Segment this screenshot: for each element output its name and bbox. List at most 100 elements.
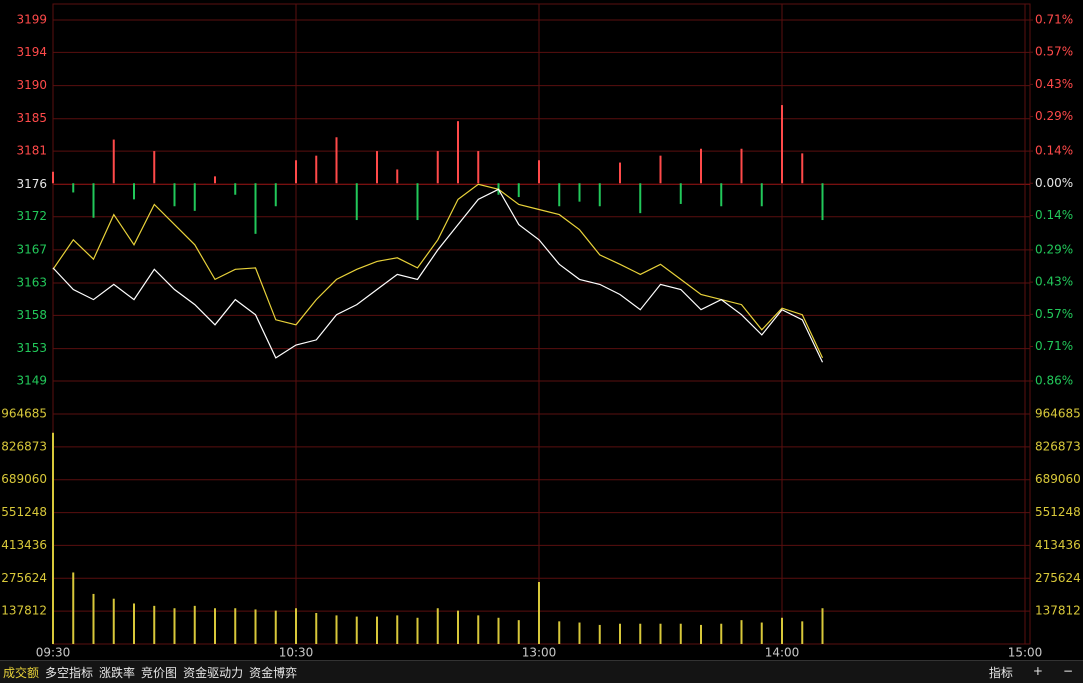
- tab[interactable]: 多空指标: [45, 665, 94, 680]
- bar: [781, 105, 783, 184]
- tab[interactable]: 指标: [988, 665, 1013, 680]
- bar: [700, 148, 702, 184]
- tab[interactable]: +: [1032, 663, 1043, 678]
- y2-tick-label: 0.57%: [1035, 45, 1073, 59]
- y-tick-label: 964685: [1035, 407, 1081, 421]
- y-tick-label: 826873: [1, 439, 47, 453]
- y2-tick-label: 0.71%: [1035, 339, 1073, 353]
- volume-bar: [92, 593, 95, 644]
- bar: [72, 183, 75, 193]
- bar: [52, 171, 54, 184]
- y-tick-label: 3176: [16, 177, 47, 191]
- y2-tick-label: 0.71%: [1035, 13, 1073, 27]
- bar: [295, 160, 297, 184]
- volume-bar: [153, 605, 156, 644]
- tab[interactable]: 资金驱动力: [183, 665, 244, 680]
- volume-bar: [558, 621, 561, 644]
- y-tick-label: 137812: [1035, 604, 1081, 618]
- bar: [639, 183, 642, 214]
- volume-bar: [355, 616, 358, 644]
- price-line: [52, 183, 824, 359]
- y-tick-label: 551248: [1035, 505, 1081, 519]
- y-tick-label: 3153: [16, 341, 47, 355]
- tab-tools: 指标 + −: [979, 664, 1083, 681]
- y-tick-label: 413436: [1035, 538, 1081, 552]
- volume-bar: [234, 608, 237, 644]
- volume-bar: [295, 608, 297, 644]
- tab[interactable]: 资金博弈: [249, 665, 298, 680]
- bar: [679, 183, 682, 204]
- tab[interactable]: 竞价图: [141, 665, 178, 680]
- volume-bar: [436, 608, 439, 644]
- bar: [416, 183, 419, 221]
- volume-bar: [679, 623, 682, 644]
- bar: [214, 176, 216, 184]
- y-tick-label: 3194: [16, 45, 47, 59]
- x-tick-label: 10:30: [279, 646, 314, 660]
- volume-bar: [659, 623, 662, 644]
- bar: [112, 139, 115, 184]
- bar: [720, 183, 723, 207]
- y-tick-label: 137812: [1, 604, 47, 618]
- y-tick-label: 689060: [1, 472, 47, 486]
- y-tick-label: 551248: [1, 505, 47, 519]
- y-tick-label: 3181: [16, 144, 47, 158]
- volume-bar: [740, 620, 743, 644]
- bar: [517, 183, 520, 198]
- y2-tick-label: 0.14%: [1035, 208, 1073, 222]
- tab[interactable]: 涨跌率: [99, 665, 136, 680]
- volume-bar: [598, 624, 601, 644]
- bar: [274, 183, 277, 207]
- volume-bar: [760, 622, 763, 644]
- bar: [396, 169, 399, 184]
- volume-bar: [538, 582, 540, 644]
- volume-bar: [193, 605, 196, 644]
- y2-tick-label: 0.43%: [1035, 275, 1073, 289]
- y-tick-label: 413436: [1, 538, 47, 552]
- y-tick-label: 689060: [1035, 472, 1081, 486]
- y2-tick-label: 0.57%: [1035, 307, 1073, 321]
- volume-bar: [477, 615, 480, 644]
- bar: [193, 183, 196, 211]
- volume-bar: [214, 608, 216, 644]
- tab[interactable]: 成交额: [3, 665, 40, 680]
- bar: [133, 183, 135, 200]
- bar: [578, 183, 581, 202]
- x-tick-label: 15:00: [1008, 646, 1043, 660]
- bar: [153, 151, 156, 184]
- chart: 3199 3194 3190 3185 3181 3176 3172 3167 3163 3158…: [1, 3, 1081, 660]
- tab[interactable]: −: [1062, 663, 1073, 678]
- volume-bar: [619, 623, 621, 644]
- bar: [477, 151, 480, 184]
- y-tick-label: 3167: [16, 242, 47, 256]
- y-tick-label: 3190: [16, 78, 47, 92]
- volume-bar: [315, 613, 318, 644]
- y-tick-label: 826873: [1035, 439, 1081, 453]
- y2-tick-label: 0.00%: [1035, 176, 1073, 190]
- plot-frame: [52, 3, 1031, 645]
- volume-bar: [457, 610, 459, 644]
- bar: [740, 148, 743, 184]
- volume-bar: [517, 620, 520, 644]
- bar: [173, 183, 176, 207]
- volume-bar: [112, 598, 115, 644]
- volume-bar: [781, 617, 783, 644]
- x-tick-label: 14:00: [765, 646, 800, 660]
- y-tick-label: 3158: [16, 308, 47, 322]
- volume-bar: [133, 603, 135, 644]
- volume-bar: [720, 623, 723, 644]
- volume-bar: [376, 616, 378, 644]
- volume-bar: [821, 608, 824, 644]
- y-tick-label: 3163: [16, 276, 47, 290]
- bar: [619, 162, 621, 184]
- y2-tick-label: 0.86%: [1035, 374, 1073, 388]
- volume-bar: [416, 617, 419, 644]
- volume-bar: [72, 572, 75, 644]
- y2-tick-label: 0.29%: [1035, 109, 1073, 123]
- bar: [558, 183, 561, 207]
- y2-tick-label: 0.29%: [1035, 242, 1073, 256]
- bar: [821, 183, 824, 221]
- bar: [315, 155, 318, 184]
- bar: [801, 153, 804, 184]
- y-tick-label: 3199: [16, 13, 47, 27]
